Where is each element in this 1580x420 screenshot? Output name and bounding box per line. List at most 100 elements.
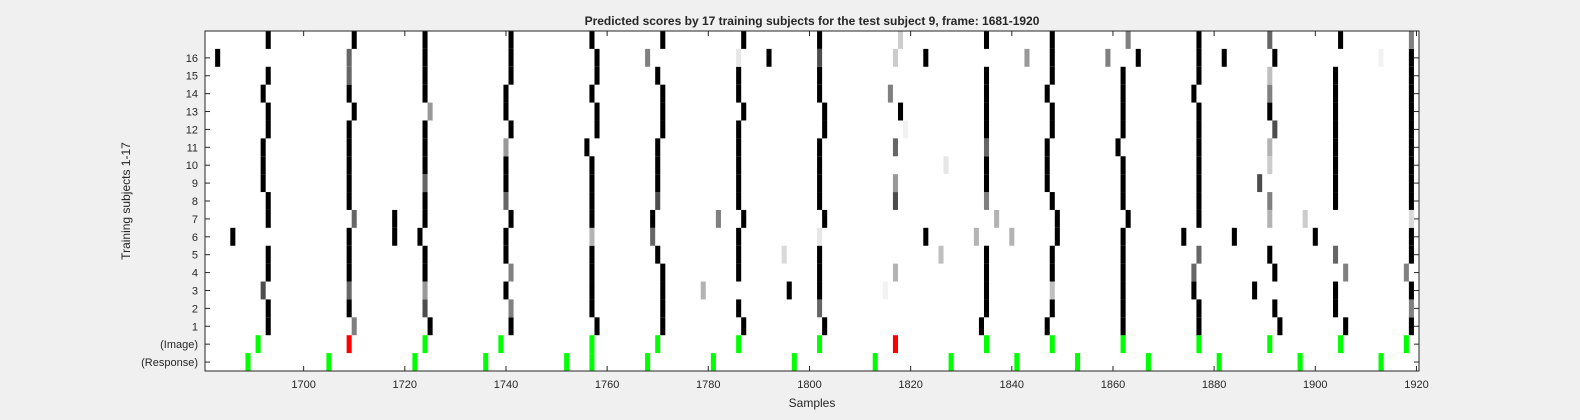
response-event-cell (589, 353, 595, 371)
score-cell (1196, 156, 1202, 175)
score-cell (817, 227, 823, 246)
score-cell (983, 66, 990, 85)
score-cell (1267, 192, 1273, 210)
score-cell (1333, 245, 1339, 264)
score-cell (943, 156, 949, 175)
response-event-cell (948, 353, 954, 371)
score-cell (650, 209, 656, 228)
score-cell (897, 31, 904, 49)
score-cell (736, 66, 742, 85)
response-event-cell (326, 353, 332, 371)
score-cell (1408, 245, 1414, 264)
score-cell (1049, 48, 1055, 67)
score-cell (422, 192, 428, 210)
score-cell (422, 263, 428, 282)
score-cell (1196, 209, 1202, 228)
score-cell (1049, 281, 1055, 300)
score-cell (508, 209, 514, 228)
score-cell (1333, 84, 1339, 103)
score-cell (983, 102, 990, 121)
score-cell (422, 48, 428, 67)
score-cell (1343, 263, 1349, 282)
score-cell (1312, 227, 1318, 246)
score-cell (1408, 317, 1414, 336)
score-cell (1272, 120, 1278, 139)
score-cell (589, 209, 595, 228)
score-cell (781, 245, 787, 264)
score-cell (983, 263, 990, 282)
score-cell (660, 120, 666, 139)
score-cell (508, 263, 514, 282)
score-cell (817, 156, 823, 175)
score-cell (346, 48, 352, 67)
score-cell (938, 245, 944, 264)
y-axis-label: Training subjects 1-17 (119, 142, 133, 260)
y-tick-label: 14 (186, 89, 198, 101)
score-cell (660, 102, 666, 121)
score-cell (265, 102, 271, 121)
score-cell (1196, 317, 1202, 336)
score-cell (741, 317, 747, 336)
response-event-cell (872, 353, 878, 371)
score-cell (1049, 102, 1055, 121)
score-cell (1120, 263, 1126, 282)
score-cell (422, 120, 428, 139)
score-cell (265, 66, 271, 85)
score-cell (508, 31, 514, 49)
y-tick-label: 3 (192, 285, 198, 297)
score-cell (1408, 227, 1414, 246)
score-cell (660, 263, 666, 282)
score-cell (260, 281, 266, 300)
score-cell (983, 156, 990, 175)
score-cell (260, 174, 266, 193)
score-cell (1408, 66, 1414, 85)
score-cell (736, 48, 742, 67)
x-tick-label: 1720 (393, 379, 417, 391)
score-cell (1120, 299, 1126, 318)
score-cell (736, 120, 742, 139)
score-cell (1221, 48, 1227, 67)
score-cell (1054, 209, 1060, 228)
y-tick-label: 6 (192, 232, 198, 244)
score-cell (422, 66, 428, 85)
score-cell (978, 317, 984, 336)
image-event-cell (422, 335, 428, 354)
score-cell (736, 174, 742, 193)
score-cell (822, 120, 828, 139)
score-cell (589, 299, 595, 318)
score-cell (822, 317, 828, 336)
score-cell (346, 120, 352, 139)
score-cell (1191, 281, 1197, 300)
score-cell (1252, 281, 1258, 300)
x-tick-label: 1920 (1404, 379, 1428, 391)
score-cell (1125, 209, 1131, 228)
score-cell (1272, 263, 1278, 282)
score-cell (1267, 84, 1273, 103)
score-cell (741, 31, 747, 49)
response-event-cell (791, 353, 797, 371)
score-cell (1196, 138, 1202, 157)
score-cell (508, 317, 514, 336)
score-cell (1267, 209, 1273, 228)
score-cell (1044, 84, 1050, 103)
score-cell (817, 31, 823, 49)
score-cell (589, 227, 595, 246)
score-cell (817, 299, 823, 318)
image-event-cell (498, 335, 504, 354)
score-cell (508, 299, 514, 318)
response-event-cell (710, 353, 716, 371)
score-cell (260, 84, 266, 103)
score-cell (1267, 138, 1273, 157)
score-cell (1049, 31, 1055, 49)
response-event-cell (645, 353, 651, 371)
score-cell (265, 317, 271, 336)
score-cell (736, 156, 742, 175)
score-cell (351, 102, 357, 121)
score-cell (660, 317, 666, 336)
score-cell (645, 48, 651, 67)
score-cell (346, 84, 352, 103)
score-cell (422, 138, 428, 157)
score-cell (1049, 192, 1055, 210)
y-tick-label: (Response) (141, 357, 198, 369)
